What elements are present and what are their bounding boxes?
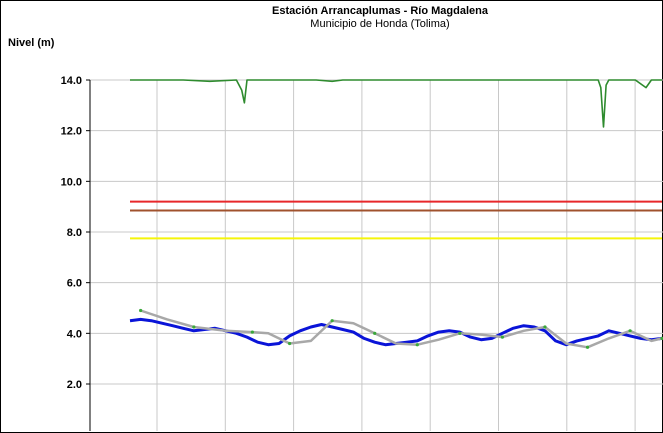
series-point [660, 336, 663, 340]
series-point [628, 329, 632, 333]
y-tick-label: 8.0 [67, 227, 82, 239]
series-point [139, 308, 143, 313]
y-tick-label: 6.0 [67, 278, 82, 290]
series-point [458, 331, 462, 335]
series-point [192, 325, 196, 329]
series-point [415, 343, 419, 347]
y-tick-label: 14.0 [61, 75, 82, 87]
series-point [330, 319, 334, 323]
y-tick-label: 2.0 [67, 379, 82, 391]
series-observed-level [129, 317, 663, 347]
series-point [373, 331, 377, 335]
series-point [543, 325, 547, 329]
series-point [250, 330, 254, 334]
y-tick-label: 12.0 [61, 126, 82, 138]
chart-subtitle: Municipio de Honda (Tolima) [310, 18, 450, 30]
series-point [585, 345, 590, 349]
y-tick-label: 10.0 [61, 176, 82, 188]
chart-title: Estación Arrancaplumas - Río Magdalena [272, 5, 488, 17]
series-sensor-level [130, 79, 662, 128]
y-axis-label: Nivel (m) [8, 37, 55, 49]
series-point [500, 335, 504, 339]
y-tick-label: 4.0 [67, 328, 82, 340]
series-point [288, 341, 292, 346]
